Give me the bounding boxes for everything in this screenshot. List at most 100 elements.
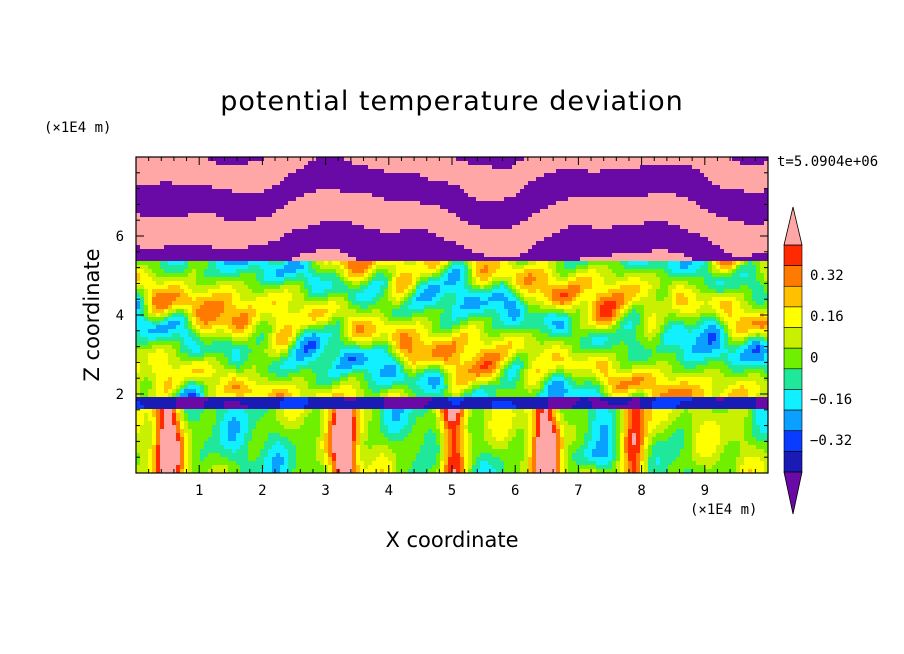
field-cell	[288, 165, 293, 170]
field-cell	[292, 177, 297, 182]
field-cell	[208, 265, 213, 270]
field-cell	[372, 273, 377, 278]
field-cell	[216, 257, 221, 262]
field-cell	[220, 161, 225, 166]
field-cell	[244, 261, 249, 266]
field-cell	[696, 269, 701, 274]
field-cell	[648, 225, 653, 230]
field-cell	[464, 157, 469, 162]
field-cell	[464, 281, 469, 286]
field-cell	[252, 193, 257, 198]
field-cell	[376, 217, 381, 222]
field-cell	[244, 161, 249, 166]
field-cell	[208, 173, 213, 178]
field-cell	[500, 281, 505, 286]
field-cell	[176, 225, 181, 230]
field-cell	[700, 253, 705, 258]
field-cell	[380, 277, 385, 282]
field-cell	[388, 233, 393, 238]
field-cell	[760, 221, 765, 226]
field-cell	[620, 193, 625, 198]
field-cell	[296, 241, 301, 246]
field-cell	[500, 185, 505, 190]
field-cell	[304, 197, 309, 202]
field-cell	[428, 209, 433, 214]
field-cell	[208, 221, 213, 226]
field-cell	[324, 233, 329, 238]
field-cell	[156, 157, 161, 162]
field-cell	[324, 169, 329, 174]
field-cell	[224, 273, 229, 278]
field-cell	[188, 269, 193, 274]
field-cell	[752, 249, 757, 254]
field-cell	[464, 197, 469, 202]
field-cell	[764, 189, 768, 194]
field-cell	[504, 225, 509, 230]
field-cell	[312, 157, 317, 162]
field-cell	[696, 225, 701, 230]
field-cell	[488, 165, 493, 170]
field-cell	[636, 221, 641, 226]
field-cell	[536, 193, 541, 198]
field-cell	[748, 261, 753, 266]
field-cell	[664, 177, 669, 182]
field-cell	[728, 277, 733, 282]
field-cell	[636, 237, 641, 242]
field-cell	[724, 261, 729, 266]
field-cell	[728, 169, 733, 174]
field-cell	[384, 281, 389, 286]
field-cell	[688, 249, 693, 254]
field-cell	[732, 181, 737, 186]
field-cell	[292, 213, 297, 218]
field-cell	[496, 169, 501, 174]
field-cell	[700, 273, 705, 278]
field-cell	[404, 281, 409, 286]
field-cell	[400, 241, 405, 246]
field-cell	[524, 241, 529, 246]
field-cell	[176, 185, 181, 190]
field-cell	[536, 201, 541, 206]
field-cell	[312, 177, 317, 182]
field-cell	[600, 213, 605, 218]
field-cell	[184, 205, 189, 210]
field-cell	[508, 269, 513, 274]
field-cell	[540, 257, 545, 262]
field-cell	[256, 265, 261, 270]
field-cell	[468, 269, 473, 274]
field-cell	[152, 241, 157, 246]
field-cell	[424, 165, 429, 170]
field-cell	[296, 181, 301, 186]
field-cell	[752, 229, 757, 234]
field-cell	[480, 161, 485, 166]
field-cell	[656, 273, 661, 278]
field-cell	[192, 173, 197, 178]
field-cell	[440, 161, 445, 166]
field-cell	[672, 269, 677, 274]
field-cell	[288, 181, 293, 186]
field-cell	[144, 241, 149, 246]
field-cell	[204, 185, 209, 190]
field-cell	[360, 261, 365, 266]
field-cell	[612, 173, 617, 178]
field-cell	[672, 273, 677, 278]
field-cell	[620, 181, 625, 186]
field-cell	[512, 181, 517, 186]
field-cell	[736, 221, 741, 226]
field-cell	[264, 189, 269, 194]
field-cell	[260, 217, 265, 222]
field-cell	[540, 157, 545, 162]
field-cell	[180, 233, 185, 238]
field-cell	[420, 213, 425, 218]
field-cell	[300, 205, 305, 210]
field-cell	[408, 241, 413, 246]
field-cell	[516, 217, 521, 222]
field-cell	[644, 157, 649, 162]
field-cell	[540, 249, 545, 254]
field-cell	[572, 217, 577, 222]
field-cell	[592, 197, 597, 202]
field-cell	[152, 253, 157, 258]
field-cell	[676, 173, 681, 178]
field-cell	[736, 269, 741, 274]
field-cell	[564, 157, 569, 162]
field-cell	[348, 177, 353, 182]
